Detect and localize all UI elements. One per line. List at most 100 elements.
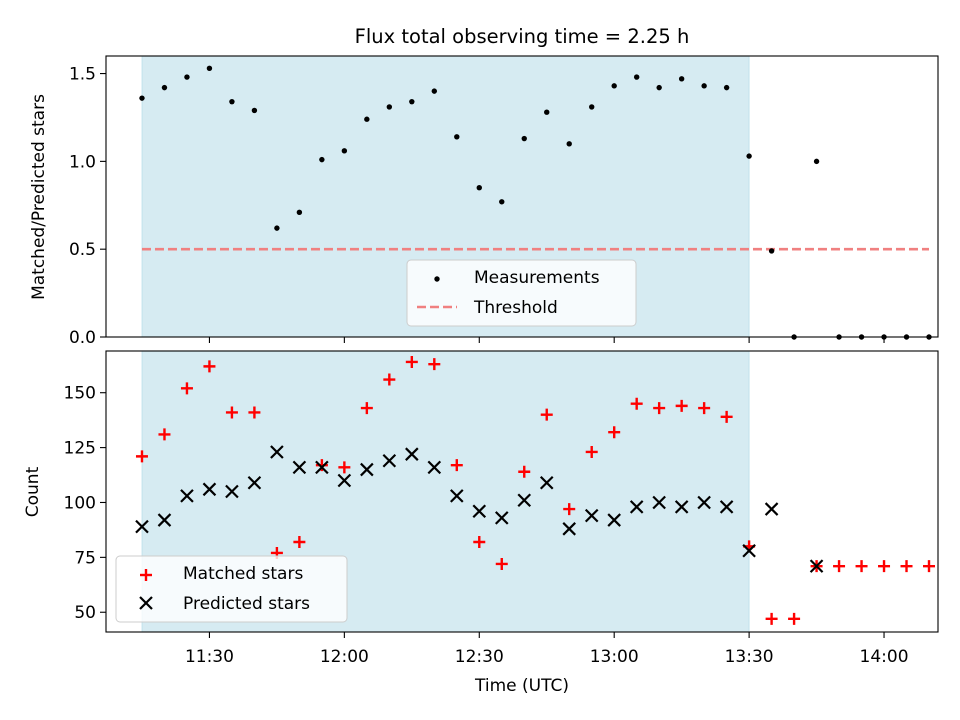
measurement-point bbox=[476, 185, 482, 191]
matched-star-point bbox=[315, 459, 328, 472]
measurement-point bbox=[566, 141, 572, 147]
measurement-point bbox=[431, 88, 438, 94]
predicted-star-point bbox=[225, 484, 239, 499]
measurement-point bbox=[589, 104, 595, 110]
top-ytick-label: 0.0 bbox=[69, 328, 96, 348]
measurement-point bbox=[611, 83, 617, 89]
measurement-point bbox=[184, 74, 190, 80]
x-axis-label: Time (UTC) bbox=[474, 676, 569, 696]
predicted-star-point bbox=[382, 453, 397, 468]
predicted-star-point bbox=[157, 513, 172, 527]
predicted-star-point bbox=[360, 462, 374, 477]
bottom-ytick-label: 125 bbox=[64, 439, 96, 459]
measurement-point bbox=[364, 116, 370, 122]
predicted-star-point bbox=[562, 522, 576, 536]
predicted-star-point bbox=[539, 475, 554, 490]
legend-predicted-marker bbox=[139, 596, 153, 610]
top-legend: Measurements Threshold bbox=[406, 259, 637, 327]
matched-star-point bbox=[765, 612, 778, 625]
matched-star-point bbox=[540, 408, 553, 421]
measurement-point bbox=[206, 65, 213, 71]
top-ytick-label: 1.0 bbox=[69, 152, 96, 172]
measurement-point bbox=[139, 95, 145, 101]
matched-star-point bbox=[518, 465, 531, 478]
top-ytick-label: 1.5 bbox=[69, 65, 96, 85]
bottom-x-ticks: 11:30 12:00 12:30 13:00 13:30 14:00 bbox=[185, 632, 909, 667]
legend-measurements-label: Measurements bbox=[474, 268, 600, 288]
measurement-point bbox=[723, 84, 730, 91]
predicted-star-point bbox=[472, 504, 487, 519]
predicted-star-point bbox=[270, 445, 284, 459]
measurement-point bbox=[656, 84, 662, 91]
matched-star-point bbox=[158, 428, 171, 441]
predicted-star-point bbox=[584, 508, 599, 523]
matched-star-point bbox=[473, 535, 486, 548]
matched-star-point bbox=[450, 459, 463, 472]
legend-matched-marker bbox=[140, 569, 152, 581]
measurement-point bbox=[409, 98, 415, 105]
predicted-star-point bbox=[247, 475, 262, 490]
measurement-point bbox=[161, 84, 168, 91]
bottom-ytick-label: 75 bbox=[74, 548, 96, 568]
xtick-label: 13:30 bbox=[725, 647, 774, 667]
matched-star-point bbox=[653, 402, 666, 415]
chart-title: Flux total observing time = 2.25 h bbox=[355, 25, 690, 48]
predicted-star-point bbox=[405, 447, 419, 461]
measurement-point bbox=[386, 104, 393, 110]
top-ytick-label: 0.5 bbox=[69, 240, 96, 260]
predicted-star-point bbox=[202, 482, 217, 497]
predicted-star-point bbox=[742, 543, 756, 558]
bottom-axes-frame bbox=[105, 350, 939, 633]
top-panel: 0.0 0.5 1.0 1.5 Matched/Predicted stars Mea… bbox=[29, 55, 939, 348]
xtick-label: 12:00 bbox=[320, 647, 369, 667]
matched-star-point bbox=[698, 402, 711, 415]
matched-star-point bbox=[855, 560, 868, 573]
bottom-matched-layer bbox=[135, 355, 936, 625]
xtick-label: 12:30 bbox=[455, 647, 504, 667]
predicted-star-point bbox=[517, 493, 532, 508]
matched-star-point bbox=[293, 535, 306, 548]
matched-star-point bbox=[135, 450, 148, 463]
legend-threshold-label: Threshold bbox=[473, 298, 558, 318]
bottom-legend: Matched stars Predicted stars bbox=[115, 555, 348, 623]
predicted-star-point bbox=[292, 460, 307, 475]
measurement-point bbox=[813, 158, 820, 165]
predicted-star-point bbox=[697, 495, 711, 510]
measurement-point bbox=[633, 74, 640, 80]
matched-star-point bbox=[563, 503, 576, 516]
bottom-ytick-label: 100 bbox=[64, 493, 96, 513]
predicted-star-point bbox=[764, 502, 779, 516]
measurement-point bbox=[544, 109, 550, 115]
predicted-star-point bbox=[315, 460, 329, 475]
bottom-legend-box bbox=[115, 555, 348, 623]
legend-matched-label: Matched stars bbox=[183, 564, 303, 584]
matched-star-point bbox=[788, 612, 801, 625]
legend-measurements-marker bbox=[434, 276, 440, 282]
predicted-star-point bbox=[135, 519, 149, 534]
matched-star-point bbox=[405, 355, 418, 368]
matched-star-point bbox=[383, 373, 396, 386]
measurement-point bbox=[274, 225, 280, 231]
top-x-ticks bbox=[208, 337, 885, 343]
matched-star-point bbox=[180, 382, 193, 395]
top-legend-box bbox=[406, 259, 637, 327]
measurement-point bbox=[499, 199, 505, 205]
matched-star-point bbox=[900, 560, 913, 573]
measurement-point bbox=[701, 83, 707, 89]
predicted-star-point bbox=[180, 489, 194, 503]
predicted-star-point bbox=[427, 460, 442, 475]
matched-star-point bbox=[203, 360, 216, 373]
measurement-point bbox=[521, 135, 527, 142]
measurement-point bbox=[251, 107, 258, 114]
xtick-label: 11:30 bbox=[185, 647, 234, 667]
measurement-point bbox=[678, 76, 685, 82]
predicted-star-point bbox=[494, 511, 509, 525]
matched-star-point bbox=[248, 406, 261, 419]
predicted-star-point bbox=[450, 489, 464, 503]
bottom-predicted-layer bbox=[135, 445, 824, 573]
measurement-point bbox=[341, 148, 348, 154]
bottom-ytick-label: 150 bbox=[64, 384, 96, 404]
predicted-star-point bbox=[607, 513, 621, 527]
